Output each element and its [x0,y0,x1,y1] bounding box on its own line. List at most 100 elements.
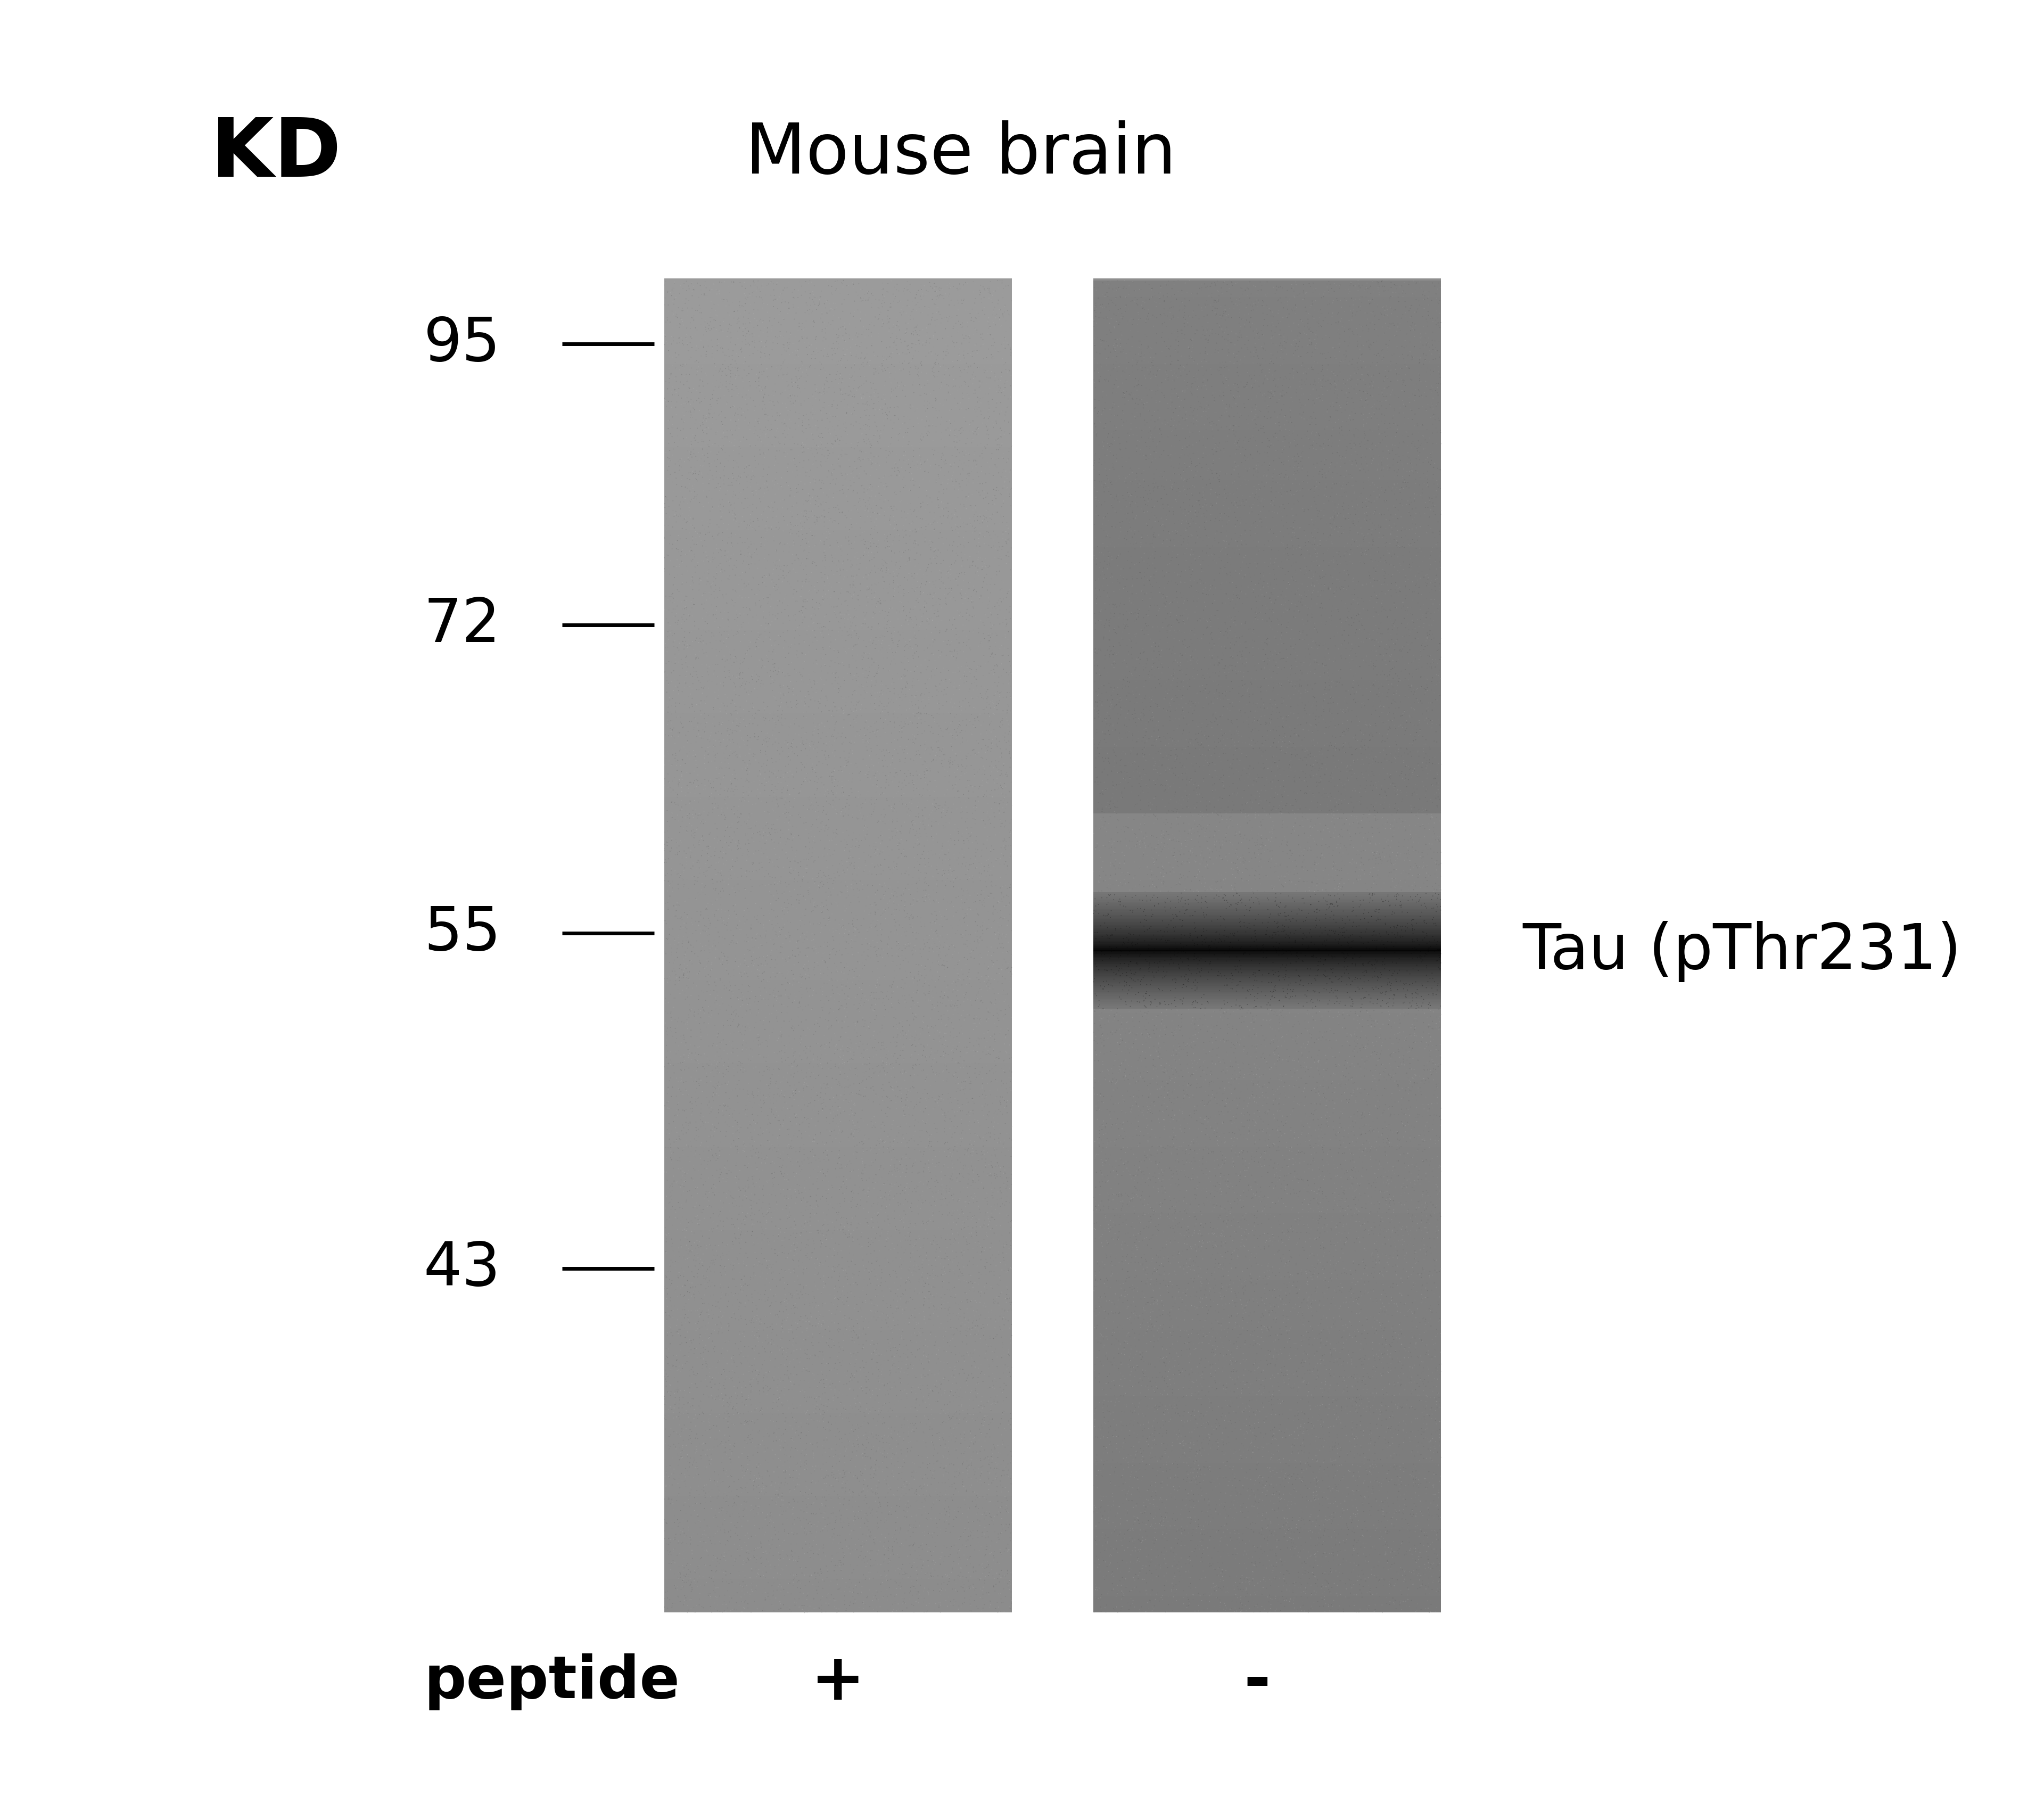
Point [701,756,734,785]
Point [756,1401,789,1430]
Point [885,589,918,618]
Point [1327,915,1359,944]
Point [873,1120,905,1149]
Point [1337,897,1369,926]
Point [1351,710,1384,739]
Point [717,464,750,493]
Point [1145,1511,1177,1540]
Point [662,629,695,658]
Point [746,1049,779,1078]
Point [950,1337,983,1366]
Point [1177,846,1210,875]
Point [797,1566,830,1595]
Point [985,1323,1018,1352]
Point [1333,1337,1365,1366]
Point [905,520,938,549]
Point [1098,638,1130,667]
Point [1139,562,1171,591]
Point [820,1113,852,1142]
Point [942,756,975,785]
Point [1423,328,1455,357]
Point [1316,978,1349,1007]
Point [955,1419,987,1448]
Point [1108,554,1141,583]
Point [1230,1040,1263,1069]
Point [744,1450,777,1479]
Point [1081,313,1114,342]
Point [1335,1343,1367,1372]
Point [758,819,791,848]
Point [1094,1002,1126,1031]
Point [807,1408,840,1437]
Point [1116,323,1149,352]
Point [1136,850,1169,879]
Point [1220,962,1253,991]
Point [938,1450,971,1479]
Point [1294,1258,1327,1287]
Point [1108,864,1141,893]
Point [1333,275,1365,304]
Point [1241,1055,1273,1084]
Point [748,1285,781,1314]
Point [762,1354,795,1383]
Point [1081,763,1114,792]
Point [705,645,738,674]
Point [1173,419,1206,448]
Point [858,837,891,866]
Point [736,1306,769,1335]
Point [1198,638,1230,667]
Point [809,814,842,843]
Point [1343,1087,1376,1116]
Point [709,1459,742,1488]
Point [764,1067,797,1096]
Point [1398,1225,1431,1254]
Point [981,544,1014,573]
Point [955,1098,987,1127]
Point [838,1261,871,1290]
Point [799,935,832,964]
Point [1384,429,1416,458]
Point [1087,1547,1120,1576]
Point [940,739,973,768]
Point [1384,839,1416,868]
Point [854,1464,887,1493]
Point [1290,763,1322,792]
Point [871,982,903,1011]
Point [775,1007,807,1036]
Point [1388,429,1421,458]
Point [946,1241,979,1270]
Point [1380,332,1412,361]
Point [1210,805,1243,834]
Point [1400,801,1433,830]
Point [1110,1428,1143,1457]
Point [693,513,726,542]
Point [687,1562,719,1591]
Point [1335,435,1367,464]
Point [1255,803,1288,832]
Point [666,1281,699,1310]
Point [1327,913,1359,942]
Point [1171,1200,1204,1229]
Point [1255,317,1288,346]
Point [1288,277,1320,306]
Point [1102,373,1134,402]
Point [803,1223,836,1252]
Point [930,540,963,569]
Point [977,899,1010,928]
Point [824,930,856,959]
Point [957,710,989,739]
Point [977,1018,1010,1047]
Point [1083,703,1116,732]
Point [1374,1169,1406,1198]
Point [1077,634,1110,663]
Point [1159,1517,1192,1546]
Point [1327,1212,1359,1241]
Point [1312,839,1345,868]
Point [989,848,1022,877]
Point [1273,1531,1306,1560]
Point [1214,892,1247,920]
Point [685,904,717,933]
Point [842,560,875,589]
Point [1290,321,1322,350]
Point [877,328,910,357]
